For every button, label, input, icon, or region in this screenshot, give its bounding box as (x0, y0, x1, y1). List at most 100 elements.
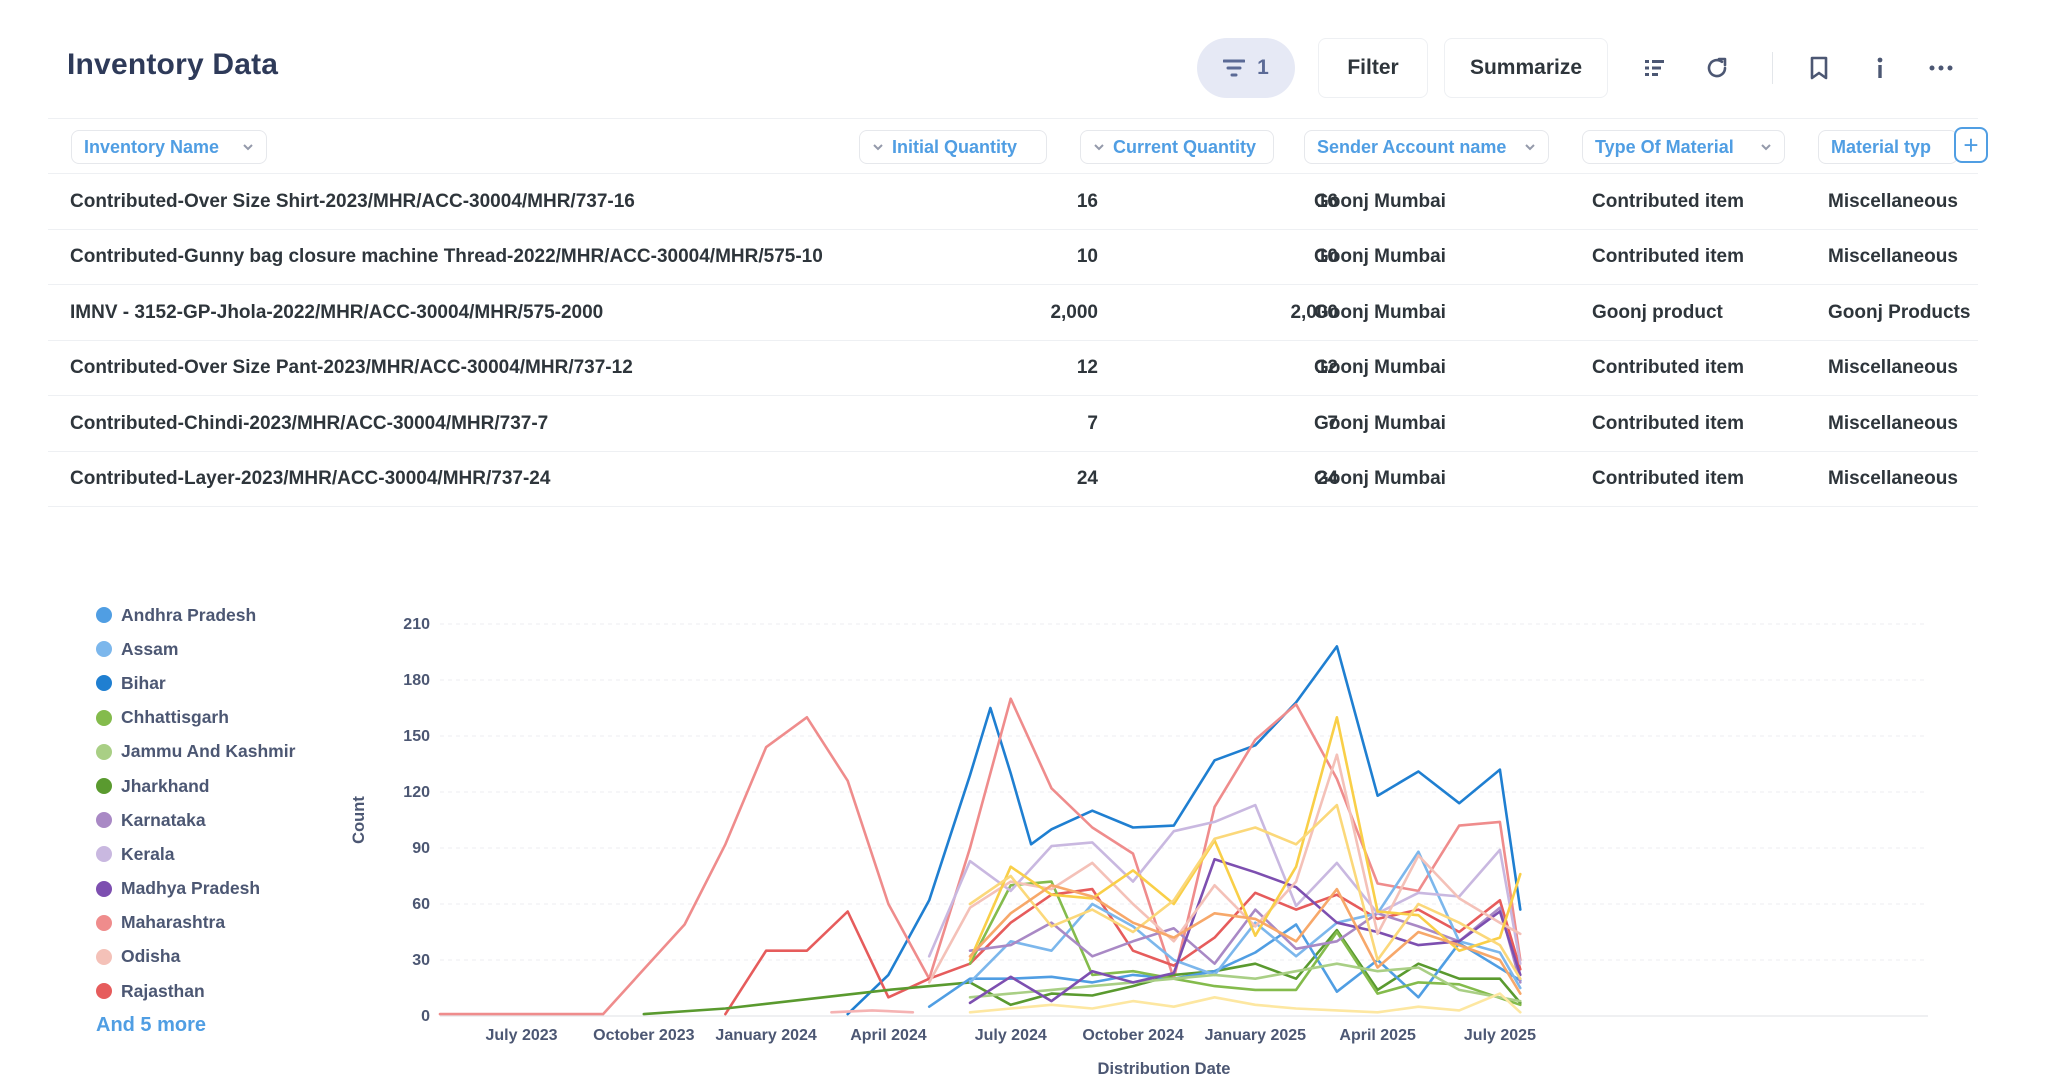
filter-icon (1223, 59, 1246, 77)
table-cell[interactable]: 2,000 (1290, 301, 1338, 323)
table-cell[interactable]: 12 (1076, 357, 1098, 378)
chevron-down-icon (1525, 144, 1535, 151)
legend-label: Assam (121, 638, 179, 659)
table-cell[interactable]: Contributed-Gunny bag closure machine Th… (70, 246, 823, 267)
column-header-initial-quantity[interactable]: Initial Quantity (859, 130, 1047, 164)
legend-item[interactable]: Jammu And Kashmir (96, 735, 295, 769)
table-cell[interactable]: Miscellaneous (1828, 468, 1958, 489)
summarize-button[interactable]: Summarize (1444, 38, 1608, 98)
table-cell[interactable]: Goonj Mumbai (1314, 412, 1446, 434)
x-tick-label: July 2023 (486, 1027, 558, 1044)
column-label: Material typ (1831, 136, 1932, 157)
x-tick-label: April 2025 (1339, 1027, 1416, 1044)
table-cell[interactable]: Miscellaneous (1828, 190, 1958, 212)
active-filter-pill[interactable]: 1 (1197, 38, 1295, 98)
legend-item[interactable]: Maharashtra (96, 906, 295, 940)
legend-item[interactable]: Chhattisgarh (96, 701, 295, 735)
legend-dot-icon (96, 880, 112, 897)
table-cell[interactable]: Contributed item (1592, 190, 1744, 212)
column-header-type-of-material[interactable]: Type Of Material (1582, 130, 1785, 164)
legend-dot-icon (96, 607, 112, 624)
legend-item[interactable]: Jharkhand (96, 769, 295, 803)
legend-item[interactable]: Madhya Pradesh (96, 872, 295, 906)
more-icon[interactable] (1923, 50, 1959, 86)
legend-more-link[interactable]: And 5 more (96, 1014, 207, 1037)
table-cell[interactable]: Goonj Mumbai (1314, 246, 1446, 267)
table-cell[interactable]: 7 (1327, 412, 1338, 434)
legend-label: Kerala (121, 843, 175, 864)
x-tick-label: January 2025 (1205, 1027, 1307, 1044)
table-cell[interactable]: Goonj Mumbai (1314, 468, 1446, 489)
table-header: Inventory Name Initial Quantity Current … (48, 118, 1988, 174)
legend-item[interactable]: Assam (96, 632, 295, 666)
legend-label: Jharkhand (121, 775, 210, 796)
table-cell[interactable]: Goonj product (1592, 301, 1723, 323)
legend-item[interactable]: Andhra Pradesh (96, 598, 295, 632)
table-cell[interactable]: Contributed-Layer-2023/MHR/ACC-30004/MHR… (70, 468, 551, 489)
table-cell[interactable]: Goonj Mumbai (1314, 357, 1446, 378)
table-cell[interactable]: Goonj Products (1828, 301, 1971, 323)
legend-label: Jammu And Kashmir (121, 741, 296, 762)
table-row[interactable]: IMNV - 3152-GP-Jhola-2022/MHR/ACC-30004/… (48, 285, 1978, 341)
table-cell[interactable]: Contributed-Chindi-2023/MHR/ACC-30004/MH… (70, 412, 549, 434)
x-tick-label: October 2023 (593, 1027, 694, 1044)
table-cell[interactable]: 10 (1076, 246, 1098, 267)
table-row[interactable]: Contributed-Chindi-2023/MHR/ACC-30004/MH… (48, 396, 1978, 452)
filter-button[interactable]: Filter (1318, 38, 1428, 98)
chevron-down-icon (873, 144, 883, 151)
series-line-jammu-and-kashmir (968, 962, 1522, 1003)
table-cell[interactable]: Contributed item (1592, 357, 1744, 378)
table-cell[interactable]: 16 (1316, 190, 1338, 212)
legend-item[interactable]: Kerala (96, 837, 295, 871)
table-cell[interactable]: 24 (1316, 468, 1338, 489)
table-cell[interactable]: Contributed item (1592, 468, 1744, 489)
legend-item[interactable]: Rajasthan (96, 974, 295, 1008)
table-row[interactable]: Contributed-Layer-2023/MHR/ACC-30004/MHR… (48, 452, 1978, 507)
column-header-sender-account-name[interactable]: Sender Account name (1304, 130, 1549, 164)
table-cell[interactable]: Miscellaneous (1828, 246, 1958, 267)
column-header-current-quantity[interactable]: Current Quantity (1080, 130, 1274, 164)
legend-item[interactable]: Karnataka (96, 803, 295, 837)
legend-dot-icon (96, 709, 112, 726)
add-column-button[interactable]: + (1954, 127, 1988, 163)
table-cell[interactable]: Contributed item (1592, 246, 1744, 267)
series-line-other-4 (968, 992, 1522, 1014)
table-cell[interactable]: Goonj Mumbai (1314, 301, 1446, 323)
table-cell[interactable]: Contributed-Over Size Pant-2023/MHR/ACC-… (70, 357, 633, 378)
series-line-other-1 (968, 716, 1522, 962)
chevron-down-icon (243, 144, 253, 151)
series-line-bihar (846, 645, 1522, 1016)
table-cell[interactable]: Miscellaneous (1828, 412, 1958, 434)
inventory-table: Inventory Name Initial Quantity Current … (48, 118, 1988, 507)
table-cell[interactable]: IMNV - 3152-GP-Jhola-2022/MHR/ACC-30004/… (70, 301, 604, 323)
column-label: Current Quantity (1113, 136, 1257, 157)
legend-item[interactable]: Odisha (96, 940, 295, 974)
table-cell[interactable]: 10 (1316, 246, 1338, 267)
bookmark-icon[interactable] (1801, 50, 1837, 86)
table-cell[interactable]: 7 (1087, 412, 1098, 434)
table-row[interactable]: Contributed-Gunny bag closure machine Th… (48, 230, 1978, 285)
table-row[interactable]: Contributed-Over Size Pant-2023/MHR/ACC-… (48, 341, 1978, 396)
table-cell[interactable]: 2,000 (1050, 301, 1098, 323)
line-chart: 0 30 60 90 120 150 180 210 July 2023 October 2023… (350, 616, 1928, 1074)
table-cell[interactable]: Miscellaneous (1828, 357, 1958, 378)
table-cell[interactable]: 16 (1076, 190, 1098, 212)
table-cell[interactable]: 12 (1316, 357, 1338, 378)
column-label: Type Of Material (1595, 136, 1734, 157)
x-tick-label: January 2024 (715, 1027, 817, 1044)
table-cell[interactable]: Contributed-Over Size Shirt-2023/MHR/ACC… (70, 190, 635, 212)
series-line-kerala (927, 803, 1522, 966)
table-cell[interactable]: 24 (1076, 468, 1098, 489)
table-cell[interactable]: Goonj Mumbai (1314, 190, 1446, 212)
refresh-icon[interactable] (1699, 50, 1735, 86)
column-label: Sender Account name (1317, 136, 1507, 157)
notebook-icon[interactable] (1637, 50, 1673, 86)
column-header-inventory-name[interactable]: Inventory Name (71, 130, 267, 164)
table-row[interactable]: Contributed-Over Size Shirt-2023/MHR/ACC… (48, 174, 1978, 230)
table-cell[interactable]: Contributed item (1592, 412, 1744, 434)
series-line-madhya-pradesh (968, 857, 1522, 1005)
info-icon[interactable] (1862, 50, 1898, 86)
legend-item[interactable]: Bihar (96, 666, 295, 700)
legend-label: Chhattisgarh (121, 707, 229, 728)
column-header-material-type[interactable]: Material typ (1818, 130, 1958, 164)
